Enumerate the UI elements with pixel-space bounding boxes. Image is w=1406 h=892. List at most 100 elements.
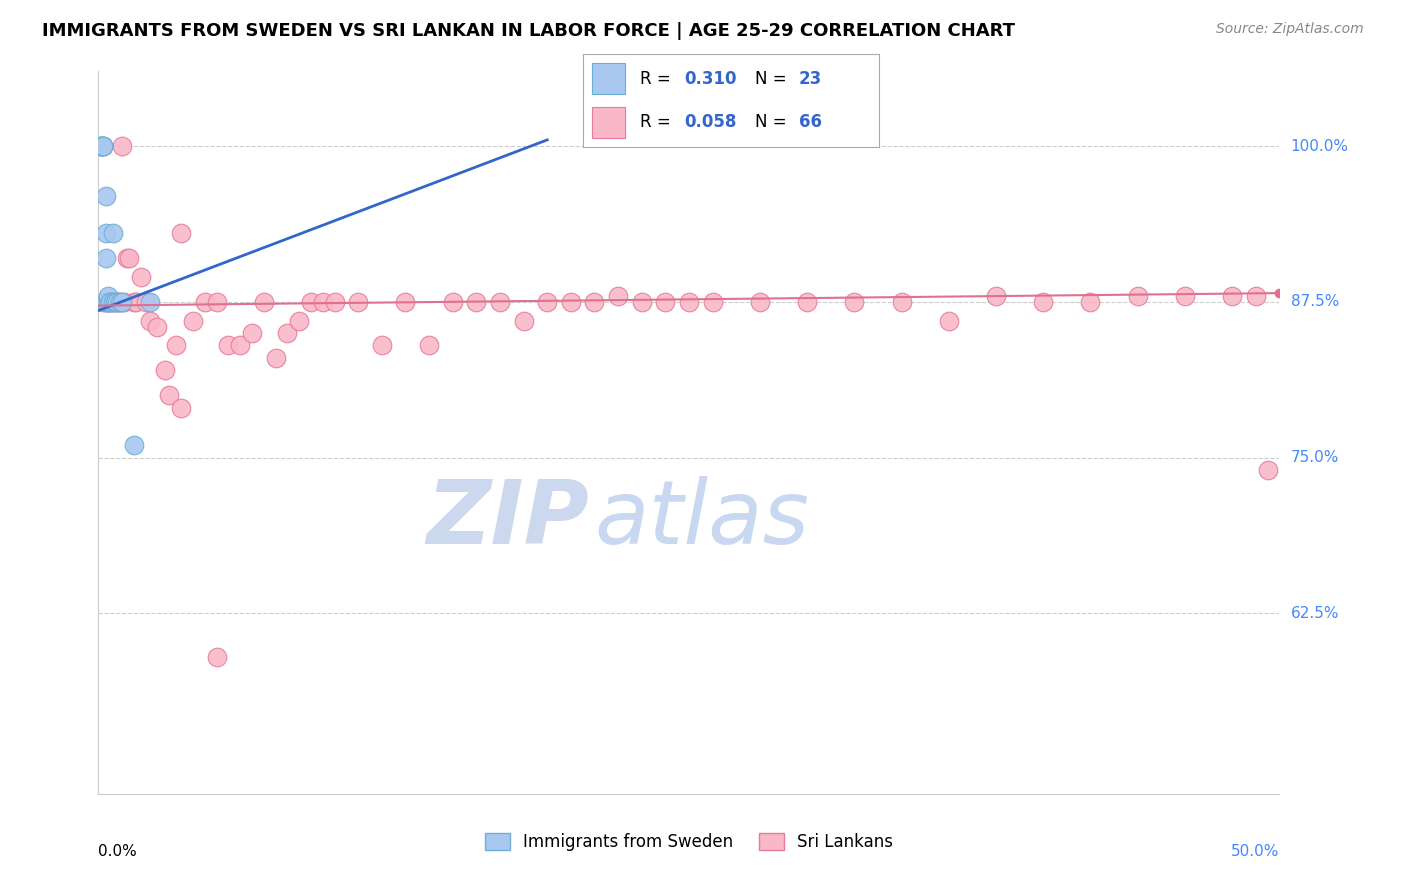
Point: [1244, 288, 1267, 302]
Point: [371, 338, 394, 352]
Point: [229, 338, 252, 352]
Point: [796, 294, 818, 309]
Point: [157, 388, 180, 402]
Point: [890, 294, 912, 309]
Point: [105, 294, 128, 309]
Point: [418, 338, 440, 352]
Point: [112, 294, 135, 309]
Point: [101, 294, 124, 309]
Point: [94, 294, 117, 309]
Text: 23: 23: [799, 70, 823, 87]
Text: ZIP: ZIP: [426, 475, 589, 563]
Point: [512, 313, 534, 327]
Point: [984, 288, 1007, 302]
Point: [347, 294, 370, 309]
Point: [90, 139, 112, 153]
Point: [217, 338, 239, 352]
Point: [607, 288, 630, 302]
Point: [104, 294, 127, 309]
Point: [105, 294, 128, 309]
Point: [94, 251, 117, 265]
Point: [938, 313, 960, 327]
Bar: [592, 107, 624, 138]
Bar: [592, 63, 624, 94]
Point: [139, 313, 162, 327]
Text: IMMIGRANTS FROM SWEDEN VS SRI LANKAN IN LABOR FORCE | AGE 25-29 CORRELATION CHAR: IMMIGRANTS FROM SWEDEN VS SRI LANKAN IN …: [42, 22, 1015, 40]
Point: [1220, 288, 1243, 302]
Point: [312, 294, 335, 309]
Text: N =: N =: [755, 113, 792, 131]
Point: [101, 294, 124, 309]
Point: [264, 351, 287, 365]
Point: [91, 139, 114, 153]
Point: [146, 319, 169, 334]
Point: [94, 294, 117, 309]
Point: [153, 363, 176, 377]
Point: [205, 649, 228, 664]
Point: [702, 294, 724, 309]
Point: [489, 294, 512, 309]
Point: [1032, 294, 1054, 309]
Point: [253, 294, 276, 309]
Point: [394, 294, 416, 309]
Point: [98, 294, 121, 309]
Point: [299, 294, 322, 309]
Point: [90, 139, 112, 153]
Point: [748, 294, 770, 309]
Point: [91, 139, 114, 153]
Point: [1257, 463, 1279, 477]
Point: [536, 294, 558, 309]
Text: Source: ZipAtlas.com: Source: ZipAtlas.com: [1216, 22, 1364, 37]
Point: [98, 294, 121, 309]
Point: [122, 294, 145, 309]
Point: [181, 313, 204, 327]
Text: N =: N =: [755, 70, 792, 87]
Point: [90, 139, 112, 153]
Point: [94, 227, 117, 241]
Text: R =: R =: [640, 113, 676, 131]
Point: [170, 227, 193, 241]
Text: 75.0%: 75.0%: [1291, 450, 1339, 465]
Text: 66: 66: [799, 113, 823, 131]
Point: [108, 294, 131, 309]
Point: [323, 294, 346, 309]
Point: [630, 294, 652, 309]
Text: atlas: atlas: [595, 476, 810, 562]
Point: [844, 294, 866, 309]
Text: 50.0%: 50.0%: [1232, 845, 1279, 860]
Point: [115, 251, 138, 265]
Point: [139, 294, 162, 309]
Point: [129, 269, 152, 284]
Point: [654, 294, 676, 309]
Point: [678, 294, 700, 309]
Text: 100.0%: 100.0%: [1291, 138, 1348, 153]
Point: [1080, 294, 1102, 309]
Point: [91, 139, 114, 153]
Point: [205, 294, 228, 309]
Point: [104, 294, 127, 309]
Point: [101, 227, 124, 241]
Point: [111, 294, 134, 309]
Point: [560, 294, 582, 309]
Legend: Immigrants from Sweden, Sri Lankans: Immigrants from Sweden, Sri Lankans: [478, 826, 900, 858]
Text: 62.5%: 62.5%: [1291, 606, 1339, 621]
Point: [111, 139, 134, 153]
Text: 87.5%: 87.5%: [1291, 294, 1339, 310]
Point: [91, 294, 114, 309]
Point: [583, 294, 606, 309]
Point: [91, 139, 114, 153]
Point: [1126, 288, 1149, 302]
Point: [240, 326, 263, 340]
Point: [465, 294, 488, 309]
Point: [135, 294, 157, 309]
Point: [170, 401, 193, 415]
Point: [122, 438, 145, 452]
Point: [97, 294, 120, 309]
Point: [97, 288, 120, 302]
Point: [98, 294, 121, 309]
Text: 0.310: 0.310: [683, 70, 737, 87]
Point: [165, 338, 187, 352]
Point: [194, 294, 217, 309]
Point: [118, 251, 141, 265]
Point: [288, 313, 311, 327]
